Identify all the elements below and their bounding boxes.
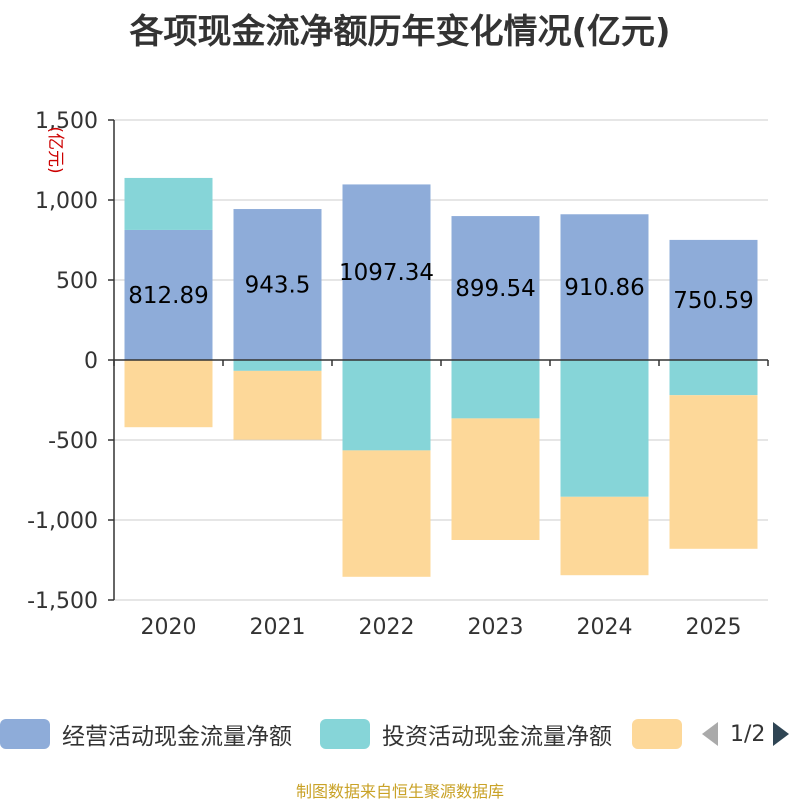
legend-item-investing[interactable]: 投资活动现金流量净额 — [320, 712, 612, 756]
y-tick-label: 500 — [56, 269, 98, 294]
legend-page-indicator: 1/2 — [730, 721, 766, 747]
x-tick-label: 2020 — [141, 615, 197, 640]
y-tick-label: 1,500 — [35, 109, 98, 134]
data-label-2025: 750.59 — [673, 288, 753, 314]
bar-2021-series-2[interactable] — [233, 370, 322, 440]
prev-page-icon[interactable] — [700, 720, 720, 748]
bar-2025-series-2[interactable] — [669, 395, 758, 549]
legend-pager: 1/2 — [700, 712, 791, 756]
bar-2024-series-0[interactable] — [560, 214, 649, 360]
gridlines — [114, 119, 768, 601]
bar-2023-series-1[interactable] — [451, 360, 540, 419]
bars — [124, 177, 758, 577]
data-label-2021: 943.5 — [245, 273, 311, 299]
legend-swatch-investing — [320, 719, 370, 749]
next-page-icon[interactable] — [771, 720, 791, 748]
data-label-2023: 899.54 — [455, 276, 535, 302]
y-axis-label: (亿元) — [45, 126, 65, 173]
bar-2023-series-0[interactable] — [451, 216, 540, 360]
bar-2025-series-0[interactable] — [669, 239, 758, 360]
data-label-2024: 910.86 — [564, 275, 644, 301]
legend-item-financing[interactable] — [632, 712, 694, 756]
y-tick-label: -500 — [48, 429, 98, 454]
data-label-2022: 1097.34 — [339, 260, 434, 286]
x-tick-label: 2023 — [468, 615, 524, 640]
x-tick-label: 2024 — [577, 615, 633, 640]
legend-swatch-operating — [0, 719, 50, 749]
y-tick-label: -1,000 — [27, 509, 98, 534]
data-label-2020: 812.89 — [128, 283, 208, 309]
x-tick-label: 2021 — [250, 615, 306, 640]
bar-chart: -1,500 -1,000 -500 0 500 1,000 1,500 2020 2021 20… — [27, 109, 769, 640]
y-tick-label: 0 — [84, 349, 98, 374]
bar-2021-series-0[interactable] — [233, 209, 322, 360]
chart-title: 各项现金流净额历年变化情况(亿元) — [129, 12, 671, 52]
x-tick-label: 2022 — [359, 615, 415, 640]
legend-item-operating[interactable]: 经营活动现金流量净额 — [0, 712, 292, 756]
data-labels: 812.89 943.5 1097.34 899.54 910.86 750.59 — [128, 260, 753, 314]
bar-2025-series-1[interactable] — [669, 360, 758, 396]
bar-2024-series-1[interactable] — [560, 360, 649, 497]
bar-2024-series-2[interactable] — [560, 496, 649, 576]
bar-2022-series-0[interactable] — [342, 184, 431, 360]
x-tick-label: 2025 — [686, 615, 742, 640]
axes: -1,500 -1,000 -500 0 500 1,000 1,500 2020 2021 20… — [27, 109, 769, 640]
legend: 经营活动现金流量净额 投资活动现金流量净额 1/2 — [0, 712, 800, 756]
y-tick-label: -1,500 — [27, 589, 98, 614]
data-source-footer: 制图数据来自恒生聚源数据库 — [295, 782, 504, 801]
bar-2020-series-0[interactable] — [124, 229, 213, 360]
bar-2022-series-2[interactable] — [342, 450, 431, 577]
bar-2020-series-1[interactable] — [124, 177, 213, 230]
y-tick-label: 1,000 — [35, 189, 98, 214]
bar-2020-series-2[interactable] — [124, 360, 213, 428]
bar-2021-series-1[interactable] — [233, 360, 322, 371]
legend-label-operating: 经营活动现金流量净额 — [62, 724, 292, 750]
legend-label-investing: 投资活动现金流量净额 — [382, 724, 612, 750]
legend-swatch-financing — [632, 719, 682, 749]
bar-2023-series-2[interactable] — [451, 418, 540, 540]
bar-2022-series-1[interactable] — [342, 360, 431, 451]
